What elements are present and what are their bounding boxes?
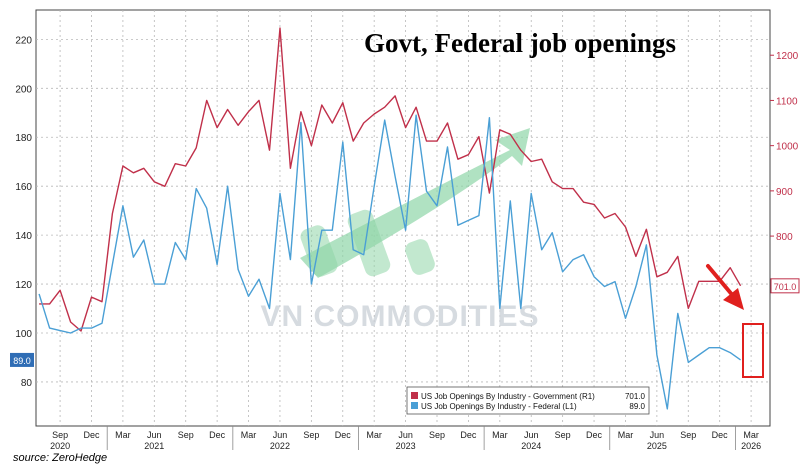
government-series-line xyxy=(39,27,742,332)
x-axis-year-label: 2021 xyxy=(144,441,164,451)
x-axis-tick-label: Dec xyxy=(335,430,352,440)
x-axis-tick-label: Jun xyxy=(147,430,162,440)
red-arrow-head xyxy=(723,288,744,310)
annotations xyxy=(706,264,764,378)
legend-entry-label: US Job Openings By Industry - Federal (L… xyxy=(421,402,577,411)
series-group xyxy=(38,27,742,410)
x-axis-tick-label: Dec xyxy=(712,430,729,440)
x-axis-tick-label: Dec xyxy=(460,430,477,440)
watermark-bar xyxy=(405,239,435,275)
x-axis-tick-label: Sep xyxy=(555,430,571,440)
government-last-value: 701.0 xyxy=(774,282,797,292)
x-axis-tick-label: Dec xyxy=(83,430,100,440)
x-axis-tick-label: Mar xyxy=(115,430,131,440)
federal-last-value-box xyxy=(10,352,34,367)
x-axis-tick-label: Mar xyxy=(492,430,508,440)
x-axis-year-label: 2024 xyxy=(521,441,541,451)
watermark-bar xyxy=(300,225,338,277)
x-axis-tick-label: Jun xyxy=(524,430,539,440)
x-axis-tick-label: Sep xyxy=(52,430,68,440)
left-axis-tick-label: 220 xyxy=(15,35,32,46)
federal-last-value: 89.0 xyxy=(13,356,31,366)
legend-entry-value: 89.0 xyxy=(629,402,645,411)
chart-title: Govt, Federal job openings xyxy=(364,28,676,58)
x-axis-year-label: 2020 xyxy=(50,441,70,451)
x-axis-tick-label: Mar xyxy=(743,430,759,440)
legend-entry-label: US Job Openings By Industry - Government… xyxy=(421,392,595,401)
x-axis-tick-label: Dec xyxy=(209,430,226,440)
watermark-bar xyxy=(347,209,391,277)
federal-series-line xyxy=(38,114,742,410)
x-axis-tick-label: Jun xyxy=(398,430,413,440)
legend: US Job Openings By Industry - Government… xyxy=(406,386,650,415)
x-axis-tick-label: Jun xyxy=(273,430,288,440)
legend-entry-value: 701.0 xyxy=(625,392,646,401)
x-axis-year-label: 2026 xyxy=(741,441,761,451)
x-axis-tick-label: Mar xyxy=(366,430,382,440)
x-axis-tick-label: Jun xyxy=(650,430,665,440)
highlight-box xyxy=(742,323,764,378)
left-axis-tick-label: 100 xyxy=(15,329,32,340)
x-axis-year-label: 2022 xyxy=(270,441,290,451)
red-arrow xyxy=(706,264,736,299)
x-axis-tick-label: Mar xyxy=(618,430,634,440)
left-axis-tick-label: 120 xyxy=(15,280,32,291)
x-axis-year-label: 2023 xyxy=(396,441,416,451)
left-axis-tick-label: 160 xyxy=(15,182,32,193)
source-label: source: ZeroHedge xyxy=(13,452,107,464)
watermark: VN COMMODITIES xyxy=(260,128,539,333)
x-axis-tick-label: Sep xyxy=(429,430,445,440)
x-axis-tick-label: Mar xyxy=(241,430,257,440)
watermark-text: VN COMMODITIES xyxy=(260,300,539,333)
right-axis-tick-label: 900 xyxy=(776,187,793,198)
left-axis-tick-label: 180 xyxy=(15,133,32,144)
right-axis-tick-label: 1000 xyxy=(776,142,799,153)
legend-swatch xyxy=(411,392,418,399)
axes: 80 100 120 140 160 180 200 220 800 900 1000 1100 120… xyxy=(10,35,800,451)
right-axis-tick-label: 800 xyxy=(776,232,793,243)
left-axis-tick-label: 200 xyxy=(15,84,32,95)
x-axis-tick-label: Sep xyxy=(680,430,696,440)
x-axis-year-label: 2025 xyxy=(647,441,667,451)
x-axis-tick-label: Sep xyxy=(178,430,194,440)
left-axis-tick-label: 80 xyxy=(21,378,33,389)
right-axis-tick-label: 1100 xyxy=(776,96,798,107)
grid xyxy=(36,10,770,426)
x-axis-tick-label: Sep xyxy=(303,430,319,440)
legend-swatch xyxy=(411,402,418,409)
legend-box xyxy=(406,386,650,415)
x-axis-tick-label: Dec xyxy=(586,430,603,440)
government-last-value-box xyxy=(770,278,800,294)
right-axis-tick-label: 1200 xyxy=(776,51,799,62)
left-axis-tick-label: 140 xyxy=(15,231,32,242)
